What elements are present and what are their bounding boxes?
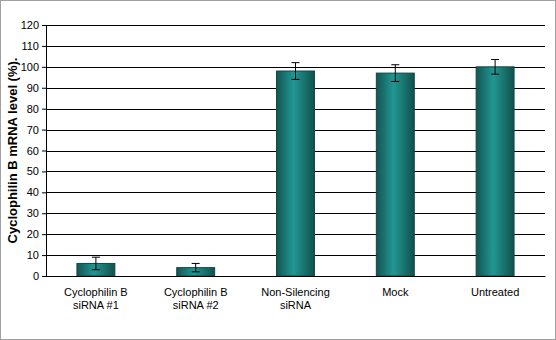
bar: [277, 71, 315, 276]
y-tick-label: 80: [27, 103, 39, 115]
chart-border: [1, 1, 556, 340]
y-tick-label: 110: [21, 40, 39, 52]
y-tick-mark: [42, 151, 46, 152]
x-tick-label-line: Mock: [382, 286, 409, 298]
error-bar: [292, 63, 300, 80]
y-tick-label: 30: [27, 207, 39, 219]
y-tick: 50: [27, 165, 46, 177]
grid-line: [46, 25, 545, 26]
error-bar: [491, 60, 499, 75]
plot: 0 10 20 30 40 50 60 70 80 90 100 110 120 Cyclophilin …: [21, 19, 546, 311]
x-tick-label-line: siRNA: [280, 299, 312, 311]
y-tick-mark: [42, 276, 46, 277]
y-tick-mark: [42, 46, 46, 47]
x-tick-label: Cyclophilin BsiRNA #1: [64, 286, 128, 311]
y-tick: 100: [21, 61, 46, 73]
error-bar-line: [292, 79, 300, 80]
x-tick-label-line: Untreated: [471, 286, 519, 298]
y-tick-label: 70: [27, 124, 39, 136]
y-tick: 70: [27, 124, 46, 136]
x-axis: Cyclophilin BsiRNA #1Cyclophilin BsiRNA …: [47, 276, 546, 311]
error-bar-line: [92, 257, 100, 258]
y-tick-label: 90: [27, 82, 39, 94]
bar: [476, 67, 514, 276]
y-tick-mark: [42, 192, 46, 193]
y-tick: 30: [27, 207, 46, 219]
x-tick: Mock: [382, 276, 409, 298]
x-axis-line: [47, 276, 546, 277]
grid-line: [46, 276, 545, 277]
y-tick: 60: [27, 145, 46, 157]
x-tick-label-line: siRNA #1: [73, 299, 119, 311]
y-tick-mark: [42, 255, 46, 256]
y-tick-mark: [42, 67, 46, 68]
error-bar-line: [495, 60, 496, 75]
x-tick: Untreated: [471, 276, 519, 298]
x-tick-label: Mock: [382, 286, 409, 298]
y-tick-mark: [42, 88, 46, 89]
y-tick-label: 10: [27, 249, 39, 261]
error-bar: [391, 65, 399, 82]
x-tick-label: Untreated: [471, 286, 519, 298]
y-tick-mark: [42, 25, 46, 26]
y-tick-mark: [42, 130, 46, 131]
y-axis-title: Cyclophilin B mRNA level (%).: [5, 58, 20, 244]
error-bar-line: [391, 81, 399, 82]
y-tick: 10: [27, 249, 46, 261]
y-axis-line: [42, 26, 47, 277]
y-tick-label: 100: [21, 61, 39, 73]
error-bar: [92, 257, 100, 270]
x-tick: Cyclophilin BsiRNA #2: [164, 276, 228, 311]
y-tick: 20: [27, 228, 46, 240]
y-tick: 40: [27, 186, 46, 198]
error-bar-line: [192, 263, 200, 264]
error-bar-line: [491, 74, 499, 75]
y-tick: 0: [33, 270, 46, 282]
error-bar-line: [395, 65, 396, 82]
y-tick-label: 40: [27, 186, 39, 198]
y-tick-label: 0: [33, 270, 39, 282]
x-tick-label-line: siRNA #2: [173, 299, 219, 311]
y-tick: 80: [27, 103, 46, 115]
error-bar-line: [95, 257, 96, 270]
y-tick: 110: [21, 40, 46, 52]
x-tick: Non-SilencingsiRNA: [261, 276, 329, 311]
bar: [376, 73, 414, 276]
error-bar-line: [92, 269, 100, 270]
error-bar-line: [295, 63, 296, 80]
y-tick-mark: [42, 234, 46, 235]
grid: [46, 26, 545, 277]
error-bar-line: [292, 62, 300, 63]
grid-line: [46, 46, 545, 47]
x-tick-label-line: Non-Silencing: [261, 286, 329, 298]
y-tick-mark: [42, 213, 46, 214]
y-tick-label: 20: [27, 228, 39, 240]
y-tick-mark: [42, 109, 46, 110]
y-tick-mark: [42, 171, 46, 172]
error-bar-line: [192, 271, 200, 272]
x-tick: Cyclophilin BsiRNA #1: [64, 276, 128, 311]
error-bar: [192, 263, 200, 271]
error-bar-line: [391, 64, 399, 65]
y-tick-label: 50: [27, 165, 39, 177]
marks: [77, 60, 514, 276]
chart: 0 10 20 30 40 50 60 70 80 90 100 110 120 Cyclophilin …: [0, 0, 556, 340]
x-tick-label: Non-SilencingsiRNA: [261, 286, 329, 311]
x-tick-label-line: Cyclophilin B: [164, 286, 228, 298]
error-bar-line: [491, 59, 499, 60]
x-tick-label: Cyclophilin BsiRNA #2: [164, 286, 228, 311]
error-bar-line: [195, 263, 196, 271]
y-tick-label: 120: [21, 19, 39, 31]
y-tick: 90: [27, 82, 46, 94]
y-axis: 0 10 20 30 40 50 60 70 80 90 100 110 120: [21, 19, 47, 282]
y-tick: 120: [21, 19, 46, 31]
x-tick-label-line: Cyclophilin B: [64, 286, 128, 298]
y-tick-label: 60: [27, 145, 39, 157]
